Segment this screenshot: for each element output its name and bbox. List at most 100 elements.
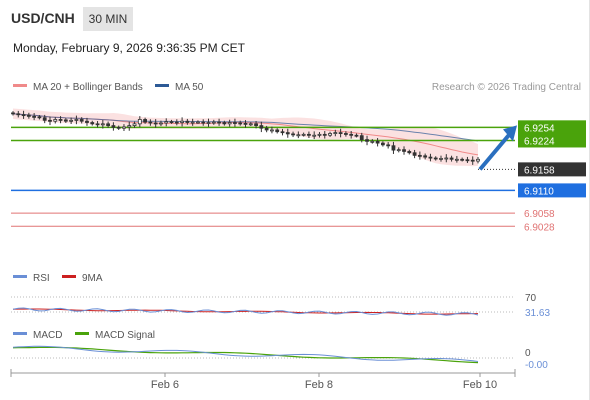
rsi-line bbox=[12, 307, 479, 316]
macd-signal-line bbox=[12, 346, 479, 364]
projection-arrow bbox=[478, 130, 514, 171]
candle-body bbox=[90, 122, 95, 125]
candle-body bbox=[159, 122, 163, 125]
legend-macd-swatch bbox=[13, 332, 27, 335]
rsi-ma-line bbox=[12, 308, 478, 315]
symbol-title: USD/CNH bbox=[11, 10, 75, 26]
candle-body bbox=[185, 120, 190, 123]
level-label: 6.9158 bbox=[524, 165, 555, 176]
candle-body bbox=[402, 149, 406, 152]
candle-body bbox=[349, 133, 354, 136]
candle-body bbox=[169, 121, 174, 124]
candle-body bbox=[111, 125, 116, 128]
candle-body bbox=[407, 151, 412, 154]
legend-ma20-label: MA 20 + Bollinger Bands bbox=[33, 82, 143, 93]
legend-macd-label: MACD bbox=[33, 330, 62, 341]
candle-body bbox=[365, 139, 369, 142]
candle-body bbox=[217, 121, 221, 124]
candle-body bbox=[74, 119, 79, 121]
candle-body bbox=[153, 122, 158, 125]
candle-body bbox=[380, 142, 385, 146]
level-label-bg bbox=[518, 133, 586, 148]
candle-body bbox=[412, 152, 417, 156]
candle-body bbox=[248, 123, 253, 126]
candle-body bbox=[238, 122, 243, 125]
candle-body bbox=[280, 131, 285, 134]
candle-body bbox=[296, 134, 301, 137]
legend-rsi-label: RSI bbox=[33, 273, 50, 284]
legend-rsi-ma-label: 9MA bbox=[82, 273, 103, 284]
candle-body bbox=[386, 144, 391, 147]
candle-body bbox=[285, 132, 290, 135]
candle-body bbox=[26, 114, 31, 117]
level-label-bg bbox=[518, 183, 586, 198]
macd-line bbox=[12, 345, 479, 362]
rsi-70-tick: 70 bbox=[525, 293, 537, 304]
candle-body bbox=[11, 112, 15, 115]
candle-body bbox=[21, 114, 26, 117]
candle-body bbox=[180, 120, 184, 123]
legend-macd-signal-swatch bbox=[75, 332, 89, 335]
candle-body bbox=[53, 119, 58, 122]
candle-body bbox=[196, 121, 200, 124]
candle-body bbox=[254, 123, 258, 126]
candle-body bbox=[164, 121, 169, 124]
candle-body bbox=[423, 155, 428, 158]
timeframe-button[interactable]: 30 MIN bbox=[83, 7, 133, 31]
candle-body bbox=[417, 154, 422, 157]
candle-body bbox=[100, 123, 105, 126]
level-label: 6.9224 bbox=[524, 136, 555, 147]
candle-body bbox=[190, 121, 195, 124]
chart-datetime: Monday, February 9, 2026 9:36:35 PM CET bbox=[13, 41, 245, 55]
candle-body bbox=[270, 129, 274, 132]
candle-body bbox=[85, 120, 89, 123]
candle-body bbox=[291, 133, 295, 136]
legend-ma50-swatch bbox=[155, 84, 169, 87]
candle-body bbox=[132, 123, 137, 126]
candle-body bbox=[359, 135, 364, 140]
candle-body bbox=[211, 121, 216, 124]
legend-macd-signal-label: MACD Signal bbox=[95, 330, 155, 341]
candle-body bbox=[328, 133, 332, 136]
bollinger-band bbox=[13, 108, 478, 167]
candle-body bbox=[227, 122, 232, 125]
candle-body bbox=[470, 159, 475, 162]
candle-body bbox=[391, 145, 396, 151]
candle-body bbox=[243, 122, 248, 125]
x-axis-tick-label: Feb 8 bbox=[305, 379, 333, 391]
level-label: 6.9110 bbox=[524, 186, 554, 197]
level-label: 6.9058 bbox=[524, 209, 555, 220]
candle-body bbox=[322, 133, 327, 136]
legend-ma50-label: MA 50 bbox=[175, 82, 204, 93]
candle-body bbox=[233, 122, 237, 124]
candle-body bbox=[79, 119, 84, 122]
candle-body bbox=[143, 119, 148, 123]
candle-body bbox=[222, 122, 227, 125]
macd-zero-tick: 0 bbox=[525, 348, 531, 359]
legend-rsi-ma-swatch bbox=[62, 275, 76, 278]
candle-body bbox=[275, 129, 280, 133]
candle-body bbox=[317, 133, 322, 136]
candle-body bbox=[32, 115, 37, 118]
candle-body bbox=[127, 125, 132, 128]
level-label-bg bbox=[518, 162, 586, 177]
projection-arrow-head bbox=[503, 125, 517, 142]
level-label-bg bbox=[518, 120, 586, 135]
candle-body bbox=[449, 157, 454, 160]
candle-body bbox=[433, 157, 438, 160]
candle-body bbox=[312, 134, 317, 137]
legend-ma20-swatch bbox=[13, 84, 27, 87]
candle-body bbox=[264, 127, 269, 131]
legend-rsi-swatch bbox=[13, 275, 27, 278]
candle-body bbox=[201, 121, 206, 124]
level-label: 6.9028 bbox=[524, 222, 555, 233]
rsi-current-value: 31.63 bbox=[525, 308, 550, 319]
candle-body bbox=[16, 113, 21, 116]
candle-body bbox=[476, 158, 480, 162]
candle-body bbox=[375, 140, 380, 144]
candle-body bbox=[148, 121, 153, 124]
candle-body bbox=[106, 123, 111, 126]
candle-body bbox=[95, 123, 100, 126]
